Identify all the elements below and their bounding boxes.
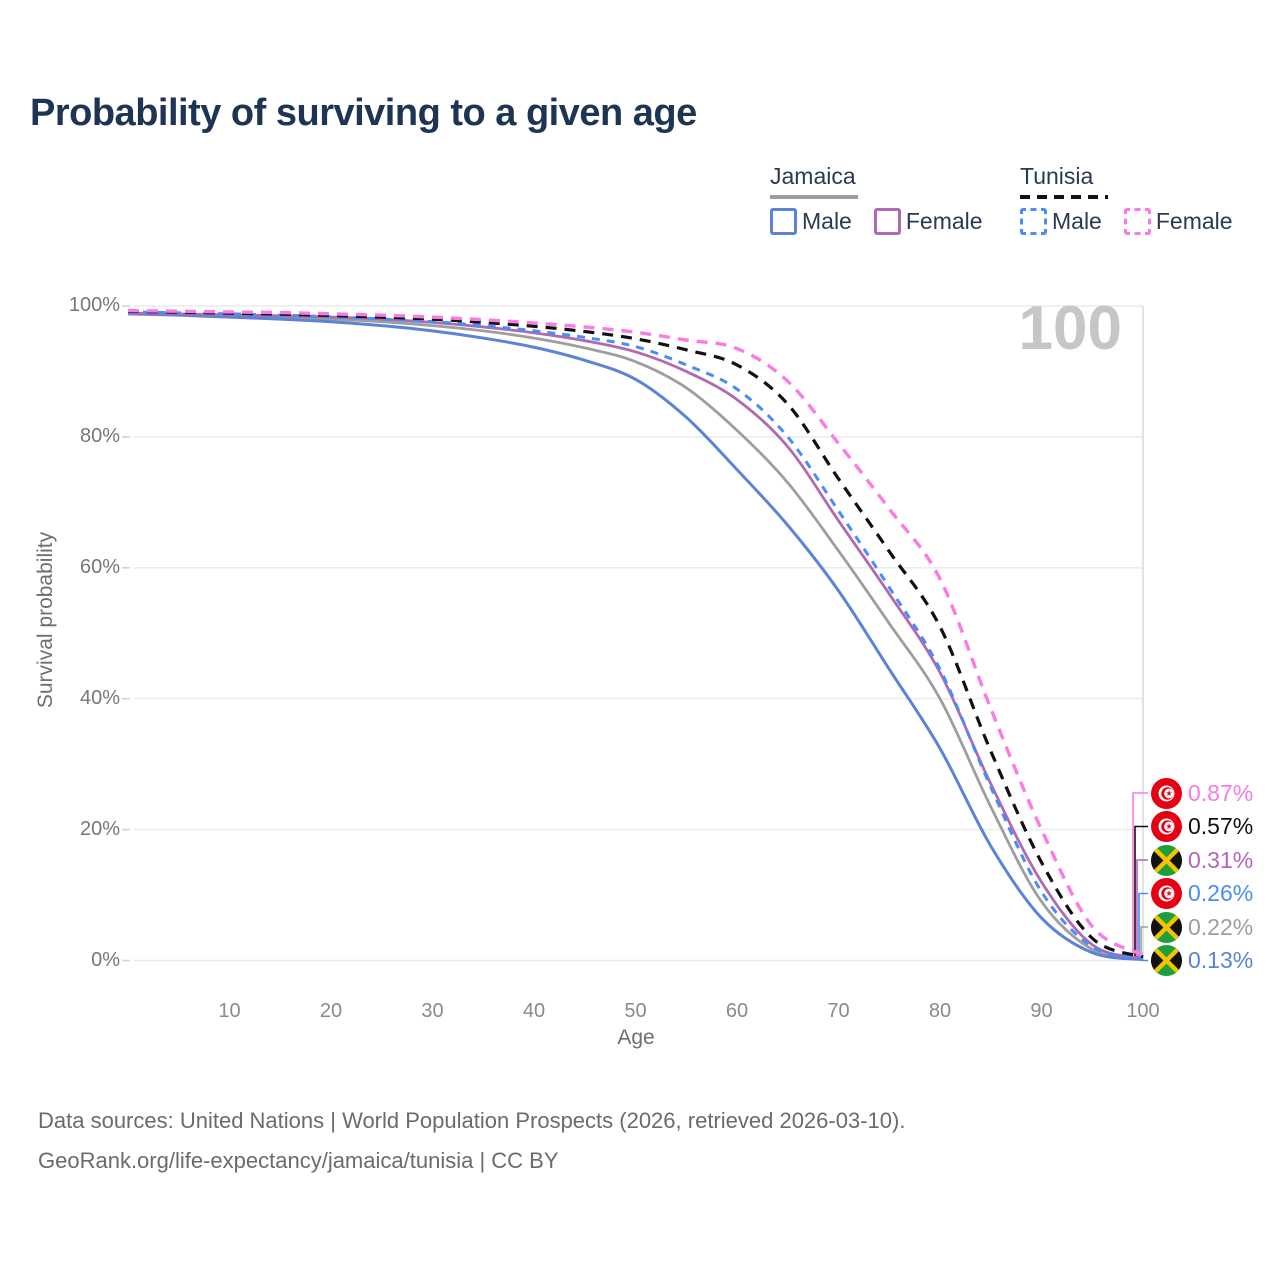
end-label-value: 0.87% <box>1188 779 1254 806</box>
tunisia-female-swatch-icon[interactable] <box>1123 208 1151 235</box>
y-tick-label: 0% <box>91 948 120 971</box>
end-label-leader <box>1138 892 1148 959</box>
end-label-tunisia: 0.57% <box>1151 811 1253 843</box>
footer-data-sources: Data sources: United Nations | World Pop… <box>38 1108 906 1133</box>
x-tick-label: 80 <box>928 1000 952 1022</box>
y-tick-label: 20% <box>79 817 120 840</box>
jamaica-female-swatch-icon[interactable] <box>873 208 901 235</box>
jamaica-flag-icon <box>1151 911 1182 943</box>
end-label-tunisia-male: 0.26% <box>1151 878 1253 910</box>
x-tick-label: 50 <box>624 1000 647 1022</box>
legend-country-jamaica[interactable]: Jamaica <box>770 163 856 189</box>
tunisia-flag-icon <box>1151 811 1182 842</box>
x-tick-label: 90 <box>1030 1000 1053 1022</box>
legend-item-tunisia-male[interactable]: Male <box>1020 208 1102 235</box>
end-label-leader <box>1136 859 1148 959</box>
tunisia-male-swatch-icon[interactable] <box>1020 208 1047 235</box>
end-label-leader <box>1132 792 1148 955</box>
footer-attribution: GeoRank.org/life-expectancy/jamaica/tuni… <box>38 1148 559 1173</box>
series-line-tunisia-total[interactable] <box>127 309 1144 959</box>
x-tick-label: 60 <box>725 1000 749 1022</box>
end-label-value: 0.22% <box>1188 913 1254 940</box>
legend-item-jamaica-male[interactable]: Male <box>770 208 852 235</box>
x-tick-label: 10 <box>218 1000 241 1022</box>
page-title: Probability of surviving to a given age <box>30 92 697 134</box>
tunisia-flag-icon <box>1151 777 1182 809</box>
legend-group-tunisia: Tunisia Male Female <box>1020 163 1233 235</box>
y-tick-label: 40% <box>79 686 120 709</box>
survival-probability-chart <box>122 305 1148 962</box>
legend-item-label: Male <box>1052 208 1102 234</box>
series-line-jamaica-total[interactable] <box>127 312 1144 961</box>
y-tick-label: 80% <box>79 424 120 447</box>
legend-item-jamaica-female[interactable]: Female <box>873 208 983 235</box>
y-tick-label: 60% <box>79 555 120 578</box>
x-tick-label: 100 <box>1126 1000 1160 1022</box>
series-line-jamaica-female[interactable] <box>127 311 1144 960</box>
legend-group-jamaica: Jamaica Male Female <box>770 163 983 235</box>
end-label-leader <box>1134 825 1148 957</box>
end-label-value: 0.26% <box>1188 880 1254 906</box>
x-axis-title: Age <box>617 1026 655 1049</box>
end-label-jamaica: 0.22% <box>1151 911 1253 943</box>
legend-item-label: Female <box>905 208 983 234</box>
end-label-tunisia-female: 0.87% <box>1151 777 1253 809</box>
end-label-value: 0.13% <box>1188 947 1254 973</box>
tunisia-flag-icon <box>1151 878 1182 909</box>
end-label-value: 0.57% <box>1188 813 1254 839</box>
x-tick-label: 40 <box>522 1000 546 1022</box>
y-tick-label: 100% <box>68 294 120 316</box>
x-tick-label: 70 <box>827 1000 850 1022</box>
highlighted-age-watermark: 100 <box>1018 294 1122 363</box>
legend-country-tunisia[interactable]: Tunisia <box>1020 163 1094 189</box>
legend-item-tunisia-female[interactable]: Female <box>1123 208 1233 235</box>
jamaica-flag-icon <box>1151 945 1182 976</box>
end-label-value: 0.31% <box>1188 846 1254 873</box>
jamaica-flag-icon <box>1151 844 1182 876</box>
x-tick-label: 20 <box>319 1000 343 1022</box>
series-line-tunisia-male[interactable] <box>127 310 1144 961</box>
jamaica-male-swatch-icon[interactable] <box>770 208 797 235</box>
legend-item-label: Male <box>802 208 852 234</box>
end-label-leader <box>1142 959 1148 962</box>
y-axis-title: Survival probability <box>34 531 57 709</box>
series-line-tunisia-female[interactable] <box>127 308 1144 957</box>
end-label-jamaica-male: 0.13% <box>1151 945 1253 977</box>
legend-item-label: Female <box>1155 208 1233 234</box>
tunisia-line-style-sample <box>1020 195 1108 199</box>
end-label-leader <box>1140 926 1148 960</box>
jamaica-line-style-sample <box>770 195 858 199</box>
x-tick-label: 30 <box>421 1000 444 1022</box>
end-label-jamaica-female: 0.31% <box>1151 844 1253 876</box>
series-line-jamaica-male[interactable] <box>127 312 1144 962</box>
